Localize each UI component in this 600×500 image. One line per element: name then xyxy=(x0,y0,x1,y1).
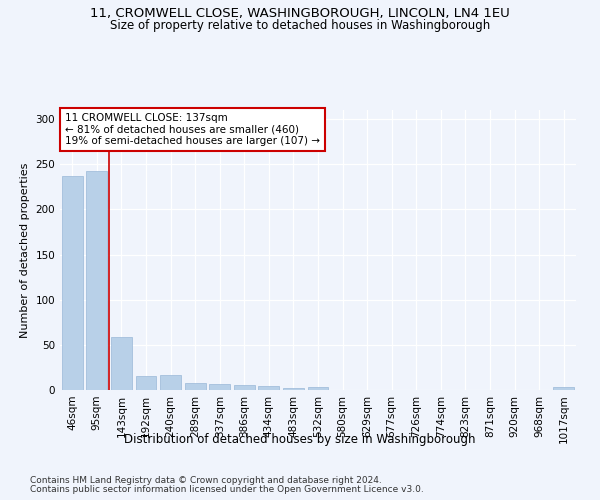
Text: Distribution of detached houses by size in Washingborough: Distribution of detached houses by size … xyxy=(124,432,476,446)
Bar xyxy=(308,388,328,390)
Text: 11, CROMWELL CLOSE, WASHINGBOROUGH, LINCOLN, LN4 1EU: 11, CROMWELL CLOSE, WASHINGBOROUGH, LINC… xyxy=(90,8,510,20)
Bar xyxy=(185,383,206,390)
Bar xyxy=(160,374,181,390)
Bar xyxy=(62,176,83,390)
Bar xyxy=(553,388,574,390)
Text: Contains public sector information licensed under the Open Government Licence v3: Contains public sector information licen… xyxy=(30,485,424,494)
Text: 11 CROMWELL CLOSE: 137sqm
← 81% of detached houses are smaller (460)
19% of semi: 11 CROMWELL CLOSE: 137sqm ← 81% of detac… xyxy=(65,113,320,146)
Bar xyxy=(136,376,157,390)
Bar xyxy=(234,386,255,390)
Text: Size of property relative to detached houses in Washingborough: Size of property relative to detached ho… xyxy=(110,18,490,32)
Bar xyxy=(283,388,304,390)
Bar xyxy=(111,336,132,390)
Bar xyxy=(259,386,280,390)
Bar xyxy=(209,384,230,390)
Bar xyxy=(86,172,107,390)
Y-axis label: Number of detached properties: Number of detached properties xyxy=(20,162,30,338)
Text: Contains HM Land Registry data © Crown copyright and database right 2024.: Contains HM Land Registry data © Crown c… xyxy=(30,476,382,485)
